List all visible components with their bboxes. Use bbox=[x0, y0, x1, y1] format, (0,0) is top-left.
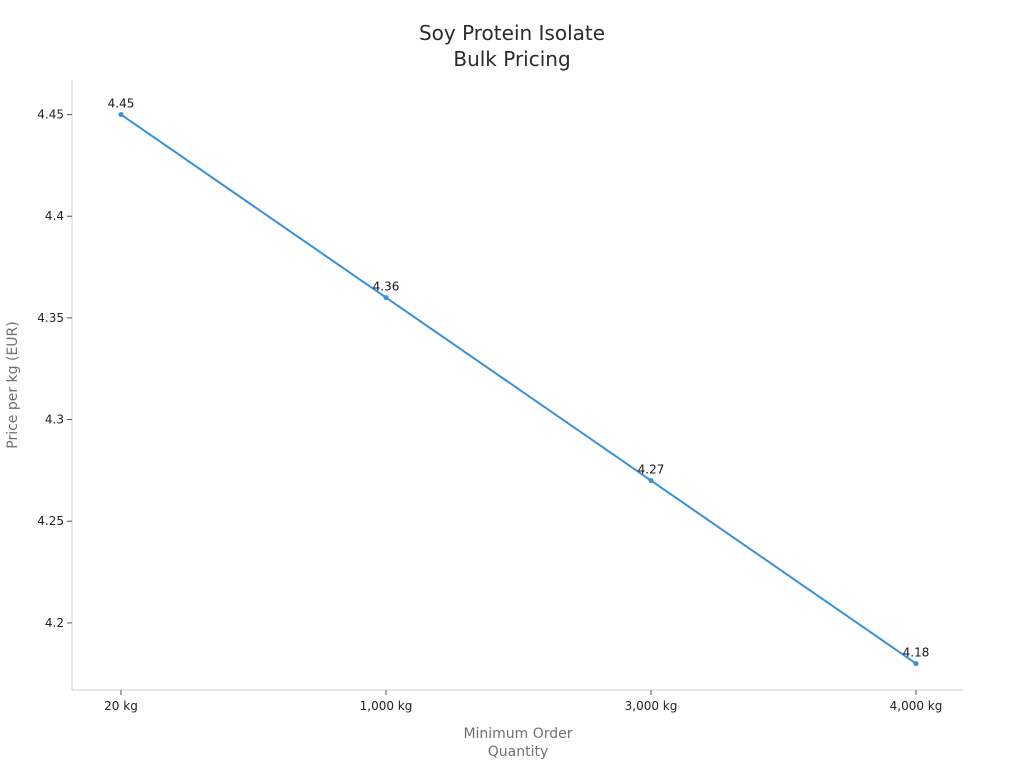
chart-title-line-2: Bulk Pricing bbox=[453, 47, 570, 71]
data-label: 4.36 bbox=[373, 280, 400, 294]
data-label: 4.27 bbox=[638, 463, 665, 477]
y-tick-label: 4.35 bbox=[37, 311, 64, 325]
x-tick-label: 3,000 kg bbox=[625, 699, 678, 713]
y-tick-label: 4.4 bbox=[45, 209, 64, 223]
y-tick-label: 4.3 bbox=[45, 413, 64, 427]
data-point bbox=[648, 478, 654, 484]
data-label: 4.18 bbox=[903, 646, 930, 660]
y-tick-label: 4.45 bbox=[37, 108, 64, 122]
y-tick-label: 4.2 bbox=[45, 616, 64, 630]
x-tick-label: 20 kg bbox=[104, 699, 138, 713]
data-label: 4.45 bbox=[108, 97, 135, 111]
y-tick-label: 4.25 bbox=[37, 514, 64, 528]
x-axis-title-line-1: Minimum Order bbox=[463, 726, 572, 742]
x-tick-label: 4,000 kg bbox=[890, 699, 943, 713]
data-point bbox=[118, 112, 124, 118]
x-axis-ticks: 20 kg 1,000 kg 3,000 kg 4,000 kg bbox=[104, 690, 942, 713]
chart-title-line-1: Soy Protein Isolate bbox=[419, 21, 605, 45]
x-tick-label: 1,000 kg bbox=[360, 699, 413, 713]
x-axis-title-line-2: Quantity bbox=[488, 744, 549, 760]
y-axis-ticks: 4.2 4.25 4.3 4.35 4.4 4.45 bbox=[37, 108, 72, 630]
series-group: 4.45 4.36 4.27 4.18 bbox=[108, 97, 930, 667]
series-line bbox=[120, 113, 917, 665]
data-point bbox=[913, 661, 919, 667]
y-axis-title: Price per kg (EUR) bbox=[5, 321, 21, 449]
data-point bbox=[383, 295, 389, 301]
